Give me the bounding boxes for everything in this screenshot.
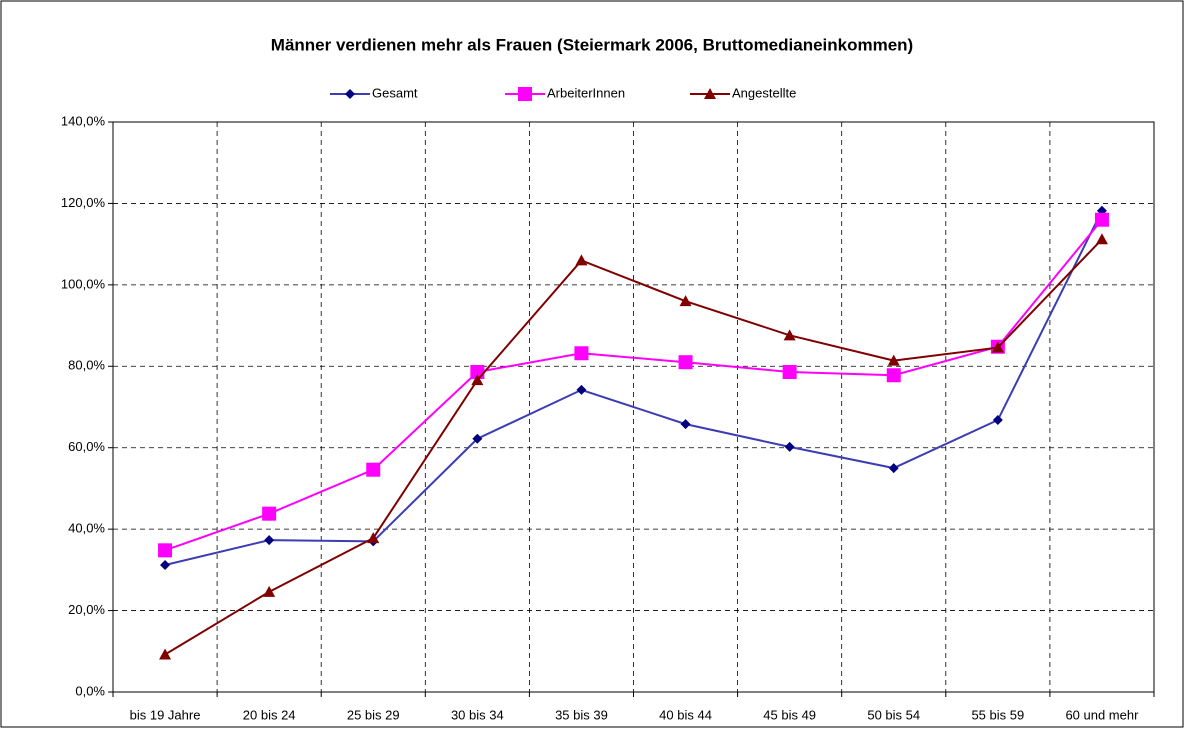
x-tick-label: 40 bis 44 <box>659 707 712 722</box>
point <box>784 441 795 452</box>
point <box>574 346 589 361</box>
point <box>680 419 691 430</box>
legend-marker <box>345 89 355 99</box>
y-tick-label: 100,0% <box>61 276 106 291</box>
point <box>263 585 276 597</box>
y-tick-label: 120,0% <box>61 195 106 210</box>
x-tick-label: 35 bis 39 <box>555 707 608 722</box>
x-tick-label: bis 19 Jahre <box>130 707 201 722</box>
point <box>886 368 901 383</box>
y-tick-label: 40,0% <box>68 521 105 536</box>
y-tick-label: 60,0% <box>68 439 105 454</box>
point <box>575 254 588 266</box>
point <box>679 295 692 307</box>
legend-marker <box>518 87 532 101</box>
point <box>367 532 380 544</box>
x-tick-label: 45 bis 49 <box>763 707 816 722</box>
legend-label: Gesamt <box>372 85 418 100</box>
point <box>678 355 693 370</box>
legend-label: Angestellte <box>732 85 796 100</box>
x-tick-label: 25 bis 29 <box>347 707 400 722</box>
series-line <box>164 238 1103 656</box>
point <box>160 559 171 570</box>
x-tick-label: 30 bis 34 <box>451 707 504 722</box>
point <box>888 463 899 474</box>
y-tick-label: 140,0% <box>61 113 106 128</box>
x-tick-label: 20 bis 24 <box>243 707 296 722</box>
legend-marker <box>704 88 716 99</box>
legend-label: ArbeiterInnen <box>547 85 625 100</box>
point <box>264 535 275 546</box>
point <box>472 433 483 444</box>
chart-title: Männer verdienen mehr als Frauen (Steier… <box>271 35 913 54</box>
point <box>991 341 1004 353</box>
point <box>782 364 797 379</box>
y-tick-label: 0,0% <box>75 683 105 698</box>
series-line <box>164 210 1103 566</box>
point <box>262 506 277 521</box>
point <box>783 329 796 341</box>
y-tick-label: 20,0% <box>68 602 105 617</box>
point <box>366 462 381 477</box>
x-tick-label: 60 und mehr <box>1065 707 1139 722</box>
point <box>159 648 172 660</box>
x-tick-label: 55 bis 59 <box>971 707 1024 722</box>
point <box>158 543 173 558</box>
point <box>887 354 900 366</box>
point <box>471 374 484 386</box>
point <box>576 384 587 395</box>
point <box>1094 212 1109 227</box>
point <box>1095 233 1108 245</box>
point <box>992 415 1003 426</box>
x-tick-label: 50 bis 54 <box>867 707 920 722</box>
series-line <box>164 219 1103 552</box>
y-tick-label: 80,0% <box>68 358 105 373</box>
